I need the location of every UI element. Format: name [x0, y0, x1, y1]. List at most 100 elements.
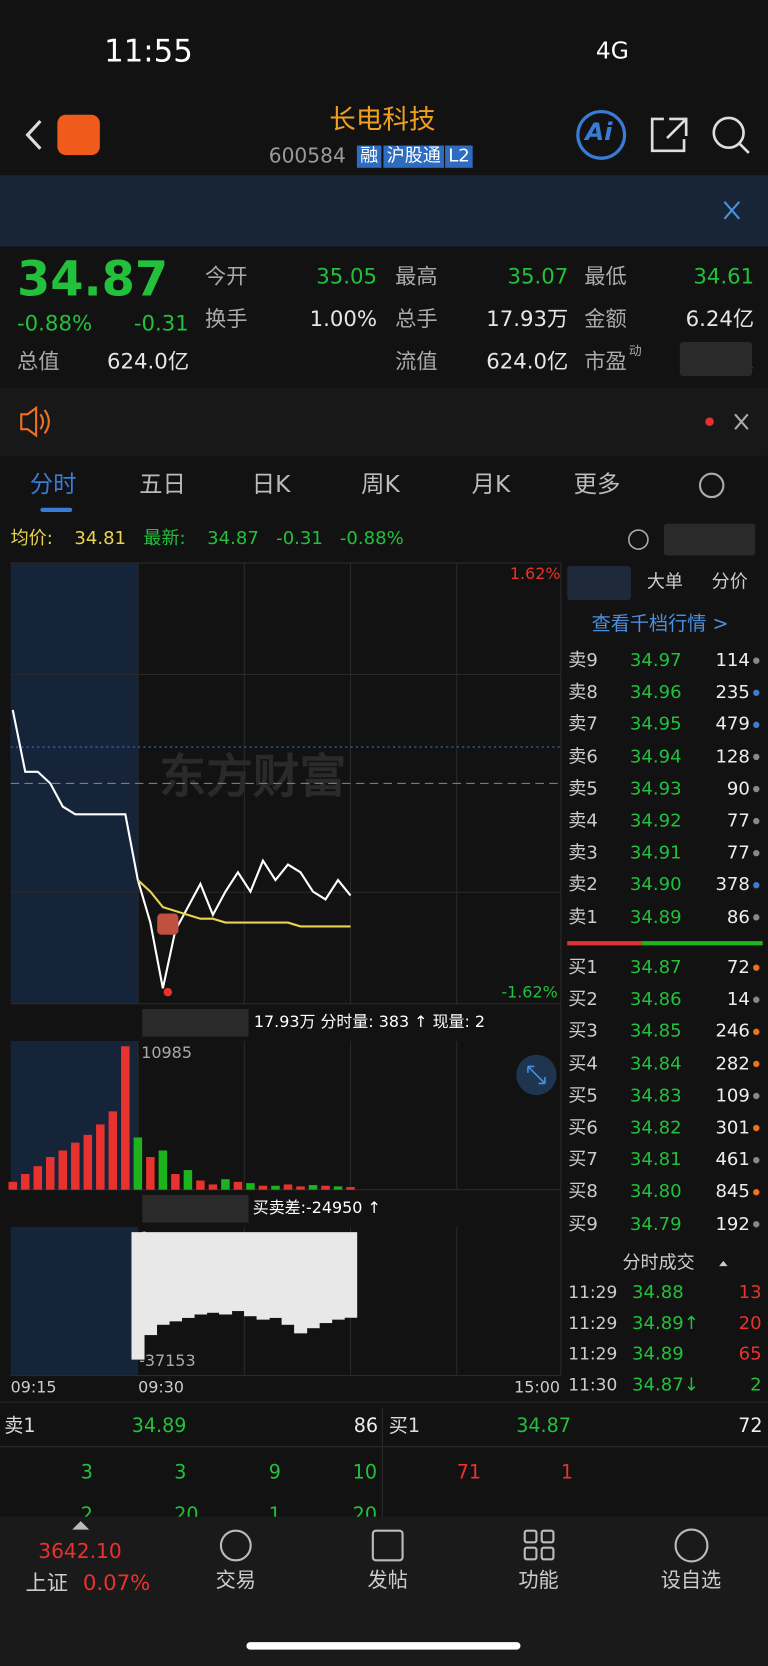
- trade-price: 34.88: [632, 1282, 684, 1304]
- diff-bar: [194, 1232, 208, 1315]
- trade-time: 11:30: [568, 1374, 618, 1395]
- field-label: 最低: [584, 263, 627, 289]
- ai-label: Ai: [585, 118, 613, 147]
- logo-text: 东方: [61, 116, 92, 134]
- diff-bar: [344, 1232, 358, 1318]
- share-icon: [650, 117, 688, 153]
- level-side: 买1: [388, 1414, 421, 1438]
- field-label: 总手: [395, 305, 438, 332]
- diff-bar: [294, 1232, 308, 1334]
- book-side: 买9: [568, 1213, 598, 1235]
- book-volume: 235: [715, 682, 750, 704]
- book-price: 34.87: [629, 957, 682, 979]
- vol-max: 10985: [141, 1043, 192, 1063]
- book-price: 34.91: [629, 842, 682, 864]
- level-qty: 71: [456, 1461, 482, 1484]
- y-label: 35.75: [11, 564, 58, 584]
- banner-text: 一键开通科创成长层权限！把握打新、交易机会: [27, 197, 497, 224]
- tag: 融: [356, 145, 382, 168]
- level-side: 卖1: [4, 1414, 36, 1438]
- nav-item[interactable]: 发帖: [367, 1568, 408, 1593]
- tab: 月K: [471, 471, 511, 499]
- change-pct: -0.88%: [16, 310, 93, 336]
- book-price: 34.80: [629, 1181, 682, 1203]
- level-price: 34.87: [516, 1414, 571, 1438]
- trade-volume: 65: [738, 1343, 762, 1365]
- diff-bar: [156, 1232, 170, 1325]
- diff-bar: [169, 1232, 183, 1322]
- trade-volume: 13: [738, 1282, 762, 1304]
- book-side: 卖7: [568, 714, 598, 736]
- ref-label: 35.18: [11, 772, 58, 792]
- volume-bar: [246, 1183, 255, 1190]
- speaker-icon: [20, 405, 50, 438]
- volume-bar: [208, 1184, 218, 1190]
- book-tab: 千档: [578, 571, 616, 593]
- trade-time: 11:29: [568, 1343, 618, 1364]
- level-qty: 3: [174, 1461, 187, 1484]
- book-dot: [753, 785, 760, 793]
- volume-bar: [146, 1157, 155, 1190]
- book-price: 34.85: [629, 1021, 682, 1043]
- volume-bar: [183, 1170, 193, 1190]
- book-dot: [753, 721, 760, 729]
- volume-bar: [121, 1046, 130, 1190]
- caret: [719, 1260, 728, 1267]
- book-side: 买5: [568, 1085, 598, 1107]
- price: 34.87: [16, 250, 169, 307]
- info: -0.31: [276, 527, 323, 550]
- preopen-area: [10, 1040, 139, 1190]
- volume-bar: [96, 1124, 105, 1190]
- diff-bar: [206, 1232, 220, 1313]
- help-icon: [628, 529, 649, 550]
- book-volume: 77: [726, 810, 750, 832]
- trade-time: 11:29: [568, 1282, 618, 1303]
- y-label: 34.61: [11, 982, 58, 1002]
- index-name: 上证: [25, 1569, 68, 1596]
- info: 最新:: [143, 527, 186, 550]
- close-icon: [723, 201, 741, 220]
- nav-item[interactable]: 功能: [518, 1568, 559, 1593]
- back-icon: [25, 120, 42, 150]
- volume-bar: [346, 1187, 355, 1190]
- diff-summary: 买卖差:-24950 ↑: [252, 1198, 381, 1218]
- time-label: 09:15: [10, 1377, 57, 1397]
- stock-code: 600584: [268, 144, 346, 168]
- volume-bar: [196, 1180, 205, 1190]
- field-value: 35.07: [507, 263, 569, 289]
- mode: 大单模式: [670, 527, 743, 550]
- volume-bar: [83, 1134, 93, 1190]
- status-time: 11:55: [104, 32, 193, 70]
- book-price: 34.81: [629, 1149, 682, 1171]
- book-side: 卖6: [568, 746, 598, 768]
- info: 34.87: [207, 527, 259, 550]
- home-indicator: [246, 1642, 521, 1650]
- book-tab: 分价: [711, 571, 748, 593]
- dot: [705, 417, 714, 426]
- book-volume: 845: [715, 1181, 750, 1203]
- field-label: 换手: [205, 305, 248, 332]
- trades-title: 分时成交: [622, 1252, 695, 1274]
- volume-bar: [58, 1150, 68, 1190]
- tab: 五日: [139, 471, 186, 499]
- volume-bar: [296, 1186, 305, 1190]
- volume-bar: [21, 1173, 30, 1190]
- book-price: 34.94: [629, 746, 682, 768]
- notice-text: 中报预披露：于2025-08-21披露2025年中报: [66, 408, 500, 435]
- field-label: 金额: [584, 305, 627, 332]
- pct-label: -1.62%: [501, 982, 558, 1002]
- book-side: 卖2: [568, 874, 598, 896]
- trade-volume: 2: [750, 1374, 762, 1396]
- book-side: 买4: [568, 1053, 598, 1075]
- volume-bar: [321, 1185, 330, 1190]
- book-side: 买6: [568, 1117, 598, 1139]
- time-label: 15:00: [514, 1377, 561, 1397]
- trade-price: 34.89: [632, 1343, 684, 1365]
- book-side: 买1: [568, 957, 598, 979]
- field-label: 总值: [16, 348, 60, 374]
- nav-item[interactable]: 交易: [215, 1568, 257, 1593]
- nav-item[interactable]: 设自选: [660, 1568, 722, 1593]
- book-volume: 461: [715, 1149, 750, 1171]
- field-value: 624.0亿: [107, 348, 190, 374]
